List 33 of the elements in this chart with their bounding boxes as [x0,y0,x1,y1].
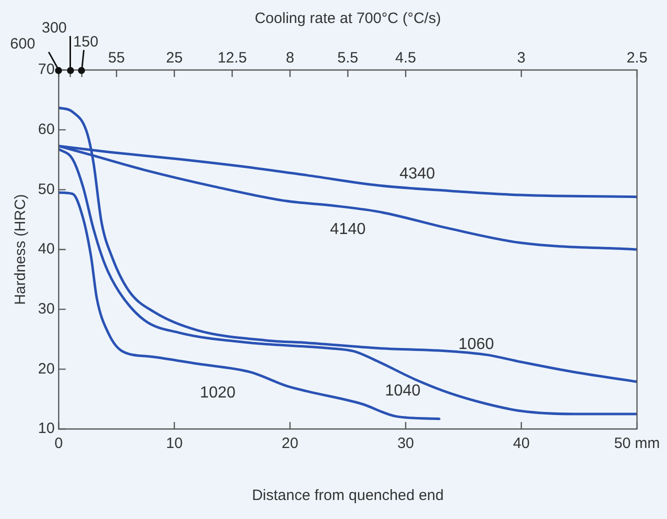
x-tick-label: 0 [54,435,63,452]
y-tick-label: 70 [38,61,55,78]
series-label: 4340 [399,166,436,183]
x-axis-title: Distance from quenched end [252,487,444,504]
text: 2.5 [626,50,648,67]
y-tick-label: 20 [38,360,55,378]
y-axis-title: Hardness (HRC) [12,194,30,305]
series-label: 4140 [330,221,366,238]
x-tick-label: 10 [166,435,183,452]
series-label: 1060 [458,336,494,354]
line-series [58,191,440,420]
text: 25 [166,50,183,67]
y-tick-label: 60 [38,120,55,138]
x-tick-label: 40 [512,435,530,452]
x-tick-label: 50 mm [614,435,660,452]
text: 4.5 [395,50,416,67]
x-tick-label: 20 [282,435,298,452]
y-tick-label: 50 [38,180,55,198]
text: 150 [73,34,98,51]
text: 8 [286,50,294,67]
series-label: 1040 [384,382,421,400]
text: 600 [10,36,36,53]
series-label: 1020 [200,384,236,402]
text: 5.5 [337,50,358,67]
y-tick-label: 10 [38,420,55,438]
text: 300 [42,20,67,37]
text: 55 [108,50,125,67]
x2-axis-title: Cooling rate at 700°C (°C/s) [254,10,441,28]
text: 3 [517,50,526,67]
y-tick-label: 30 [38,300,55,318]
y-tick-label: 40 [38,240,55,258]
text: 12.5 [218,50,247,67]
x-tick-label: 30 [397,435,414,452]
